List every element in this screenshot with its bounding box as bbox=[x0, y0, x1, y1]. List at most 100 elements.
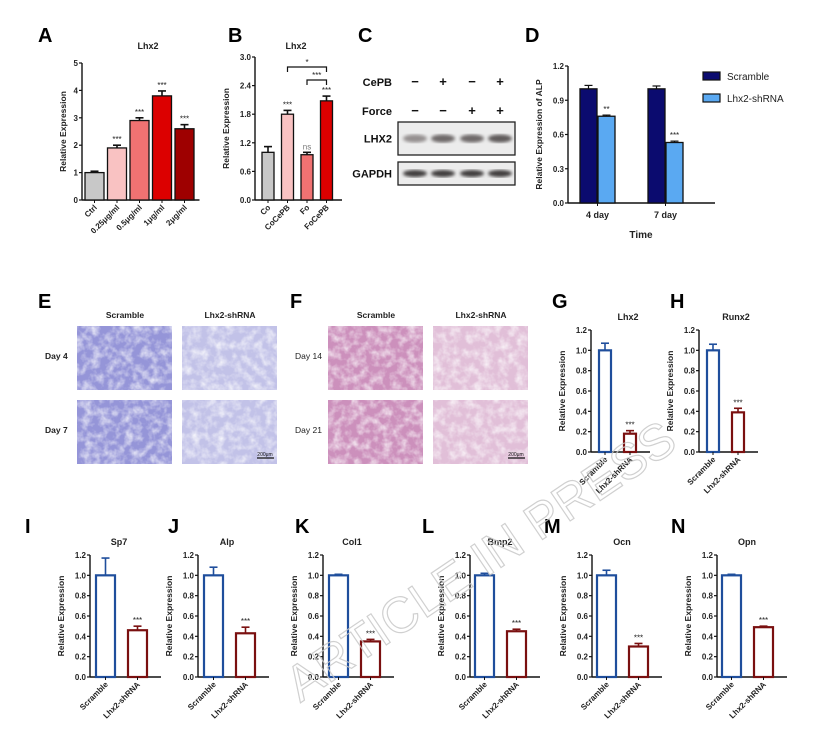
x-tick-label: 7 day bbox=[654, 210, 677, 220]
protein-band bbox=[488, 170, 512, 177]
western-blot: CePB − + − + Force − − + + LHX2 GAPDH bbox=[352, 74, 516, 186]
y-tick-label: 0.3 bbox=[553, 165, 565, 174]
y-axis-label: Relative Expression bbox=[558, 576, 568, 657]
y-tick-label: 0.8 bbox=[183, 592, 195, 601]
chart-title: Ocn bbox=[613, 537, 631, 547]
bar bbox=[261, 151, 275, 201]
significance-label: *** bbox=[322, 86, 331, 95]
y-tick-label: 0.6 bbox=[75, 612, 87, 621]
x-tick-label: Scramble bbox=[704, 680, 736, 712]
y-tick-label: 0.2 bbox=[577, 653, 589, 662]
y-tick-label: 0.4 bbox=[455, 632, 467, 641]
y-tick-label: 0.4 bbox=[183, 632, 195, 641]
y-axis-label: Relative Expression bbox=[683, 576, 693, 657]
y-tick-label: 0.0 bbox=[75, 673, 87, 682]
y-tick-label: 1.2 bbox=[553, 62, 565, 71]
panel-label-f: F bbox=[290, 291, 302, 313]
protein-band bbox=[403, 170, 427, 177]
y-tick-label: 0.4 bbox=[576, 407, 588, 416]
significance-label: *** bbox=[733, 398, 742, 407]
y-tick-label: 1.0 bbox=[702, 571, 714, 580]
significance-label: *** bbox=[241, 617, 250, 626]
y-tick-label: 0.8 bbox=[702, 592, 714, 601]
y-tick-label: 5 bbox=[74, 59, 79, 68]
panel-label-g: G bbox=[552, 291, 568, 313]
row-label: Day 4 bbox=[45, 351, 68, 361]
plus-sign: + bbox=[439, 74, 447, 89]
y-tick-label: 1.2 bbox=[308, 551, 320, 560]
y-tick-label: 1.2 bbox=[577, 551, 589, 560]
y-tick-label: 0.6 bbox=[183, 612, 195, 621]
bar bbox=[234, 632, 257, 679]
comparison-bracket bbox=[286, 66, 328, 72]
column-header: Scramble bbox=[357, 310, 396, 320]
panel-label-i: I bbox=[25, 516, 31, 538]
y-tick-label: 0.4 bbox=[684, 407, 696, 416]
y-tick-label: 1.2 bbox=[702, 551, 714, 560]
y-tick-label: 0.0 bbox=[553, 199, 565, 208]
comparison-label: * bbox=[305, 58, 308, 67]
x-tick-label: Co bbox=[259, 203, 273, 217]
legend-label: Scramble bbox=[727, 72, 770, 83]
y-tick-label: 0.2 bbox=[455, 653, 467, 662]
y-tick-label: 1.0 bbox=[577, 571, 589, 580]
y-axis-label: Relative Expression bbox=[221, 88, 231, 169]
bar bbox=[720, 574, 743, 679]
chart-panel-b: Lhx2 0.0 0.6 1.2 1.8 2.4 3.0 Relative Expressio… bbox=[221, 41, 342, 232]
y-tick-label: 0.2 bbox=[75, 653, 87, 662]
legend-label: Lhx2-shRNA bbox=[727, 94, 784, 105]
chart-title: Col1 bbox=[342, 537, 362, 547]
y-axis-label: Relative Expression bbox=[557, 351, 567, 432]
x-tick-label: 1μg/ml bbox=[142, 203, 167, 228]
minus-sign: − bbox=[439, 103, 447, 118]
y-tick-label: 0.6 bbox=[240, 167, 252, 176]
y-tick-label: 0.6 bbox=[308, 612, 320, 621]
bar bbox=[595, 574, 618, 679]
panel-label-d: D bbox=[525, 25, 539, 47]
chart-title: Bmp2 bbox=[487, 537, 512, 547]
column-header: Scramble bbox=[106, 310, 145, 320]
x-tick-label: Scramble bbox=[186, 680, 218, 712]
plus-sign: + bbox=[496, 74, 504, 89]
panel-label-l: L bbox=[422, 516, 434, 538]
y-tick-label: 0.0 bbox=[684, 448, 696, 457]
bar bbox=[505, 630, 528, 679]
panel-label-n: N bbox=[671, 516, 685, 538]
y-axis-label: Relative Expression bbox=[56, 576, 66, 657]
y-tick-label: 1.2 bbox=[576, 326, 588, 335]
chart-title: Opn bbox=[738, 537, 756, 547]
micrograph-texture bbox=[77, 400, 172, 464]
bar bbox=[280, 113, 295, 201]
y-tick-label: 0.2 bbox=[308, 653, 320, 662]
bar bbox=[300, 154, 314, 201]
significance-label: *** bbox=[283, 100, 292, 109]
x-tick-label: 4 day bbox=[586, 210, 609, 220]
y-tick-label: 1.0 bbox=[183, 571, 195, 580]
chart-title: Lhx2 bbox=[617, 312, 638, 322]
micrograph-texture bbox=[328, 326, 423, 390]
y-tick-label: 0.4 bbox=[577, 632, 589, 641]
y-tick-label: 1.0 bbox=[455, 571, 467, 580]
x-axis-label: Time bbox=[629, 230, 653, 241]
y-tick-label: 1 bbox=[74, 169, 79, 178]
significance-label: ** bbox=[603, 105, 609, 114]
micrograph-texture bbox=[328, 400, 423, 464]
protein-band bbox=[403, 134, 427, 143]
band-label: GAPDH bbox=[352, 169, 392, 181]
y-tick-label: 0.8 bbox=[75, 592, 87, 601]
significance-label: *** bbox=[180, 115, 189, 124]
row-label: Day 14 bbox=[295, 351, 322, 361]
chart-title: Sp7 bbox=[111, 537, 128, 547]
bar bbox=[151, 95, 173, 201]
y-tick-label: 0.8 bbox=[576, 367, 588, 376]
y-tick-label: 0.2 bbox=[684, 428, 696, 437]
y-axis-label: Relative Expression bbox=[665, 351, 675, 432]
bar bbox=[174, 128, 195, 201]
y-tick-label: 0.6 bbox=[577, 612, 589, 621]
chart-title: Alp bbox=[220, 537, 235, 547]
y-tick-label: 0.6 bbox=[455, 612, 467, 621]
bar bbox=[705, 349, 721, 454]
bar-scramble bbox=[647, 88, 666, 204]
minus-sign: − bbox=[411, 74, 419, 89]
